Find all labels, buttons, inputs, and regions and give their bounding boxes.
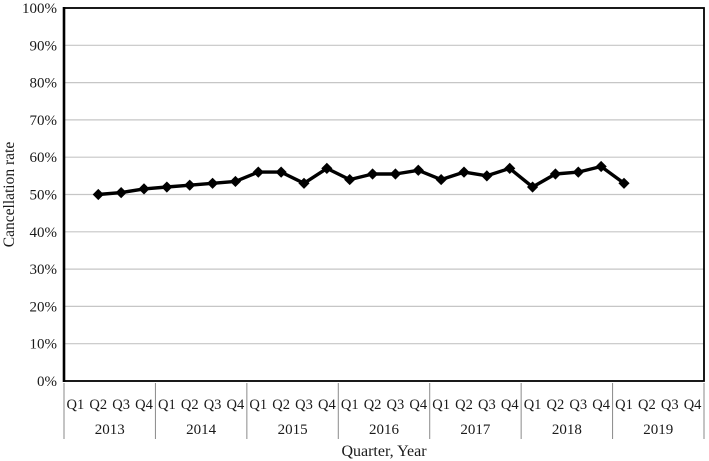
x-tick-quarter-label: Q3	[112, 397, 130, 413]
y-tick-label-100%: 100%	[22, 1, 57, 17]
x-tick-quarter-label: Q4	[318, 397, 336, 413]
y-tick-label-80%: 80%	[30, 76, 58, 92]
x-tick-quarter-label: Q2	[181, 397, 199, 413]
data-point-marker	[229, 175, 242, 188]
x-tick-quarter-label: Q1	[432, 397, 450, 413]
data-point-marker	[389, 168, 402, 180]
data-point-marker	[252, 166, 264, 178]
x-tick-quarter-label: Q2	[638, 397, 656, 413]
x-tick-quarter-label: Q4	[684, 397, 702, 413]
x-tick-quarter-label: Q4	[592, 397, 610, 413]
data-point-marker	[549, 168, 562, 180]
x-tick-year-label: 2013	[95, 422, 125, 438]
x-tick-quarter-label: Q1	[341, 397, 359, 413]
y-axis-title: Cancellation rate	[1, 142, 18, 248]
x-tick-quarter-label: Q1	[67, 397, 85, 413]
x-tick-quarter-label: Q2	[364, 397, 382, 413]
data-point-marker	[595, 160, 607, 173]
data-point-marker	[412, 164, 424, 176]
data-point-marker	[618, 177, 630, 189]
x-tick-year-label: 2019	[643, 422, 673, 438]
data-point-marker	[115, 187, 127, 199]
x-tick-quarter-label: Q1	[158, 397, 176, 413]
data-point-marker	[275, 166, 287, 178]
x-tick-quarter-label: Q4	[409, 397, 427, 413]
data-point-marker	[92, 188, 104, 201]
x-tick-quarter-label: Q2	[272, 397, 290, 413]
x-tick-quarter-label: Q1	[615, 397, 633, 413]
x-tick-year-label: 2017	[460, 422, 491, 438]
x-tick-year-label: 2016	[369, 422, 400, 438]
x-tick-quarter-label: Q2	[547, 397, 565, 413]
x-tick-quarter-label: Q1	[249, 397, 267, 413]
y-tick-label-30%: 30%	[30, 262, 58, 278]
x-tick-year-label: 2018	[552, 422, 582, 438]
data-point-marker	[481, 170, 493, 182]
data-point-marker	[344, 173, 356, 186]
x-tick-quarter-label: Q1	[524, 397, 542, 413]
x-tick-quarter-label: Q2	[89, 397, 107, 413]
data-point-marker	[435, 173, 447, 186]
y-tick-label-40%: 40%	[30, 225, 58, 241]
data-point-marker	[458, 166, 470, 178]
x-tick-quarter-label: Q4	[501, 397, 519, 413]
x-tick-quarter-label: Q3	[204, 397, 222, 413]
y-tick-label-20%: 20%	[30, 299, 58, 315]
data-point-marker	[161, 181, 173, 193]
data-point-marker	[298, 177, 310, 189]
data-point-marker	[138, 183, 150, 195]
x-tick-quarter-label: Q3	[569, 397, 587, 413]
y-tick-label-50%: 50%	[30, 188, 58, 204]
x-tick-year-label: 2015	[278, 422, 308, 438]
y-tick-label-10%: 10%	[30, 337, 58, 353]
y-tick-label-90%: 90%	[30, 38, 58, 54]
data-point-marker	[206, 177, 219, 189]
data-point-marker	[526, 181, 539, 193]
data-point-marker	[321, 162, 333, 174]
x-tick-quarter-label: Q4	[135, 397, 153, 413]
x-tick-quarter-label: Q4	[227, 397, 245, 413]
data-point-marker	[572, 166, 584, 178]
y-tick-label-70%: 70%	[30, 113, 58, 129]
x-tick-quarter-label: Q2	[455, 397, 473, 413]
y-tick-label-0%: 0%	[37, 374, 57, 390]
x-axis-title: Quarter, Year	[341, 443, 427, 460]
x-tick-quarter-label: Q3	[661, 397, 679, 413]
y-tick-label-60%: 60%	[30, 150, 58, 166]
data-point-marker	[184, 179, 196, 191]
data-point-marker	[366, 168, 379, 180]
x-tick-quarter-label: Q3	[387, 397, 405, 413]
data-point-marker	[504, 162, 516, 174]
x-tick-year-label: 2014	[186, 422, 217, 438]
x-tick-quarter-label: Q3	[478, 397, 496, 413]
x-tick-quarter-label: Q3	[295, 397, 313, 413]
